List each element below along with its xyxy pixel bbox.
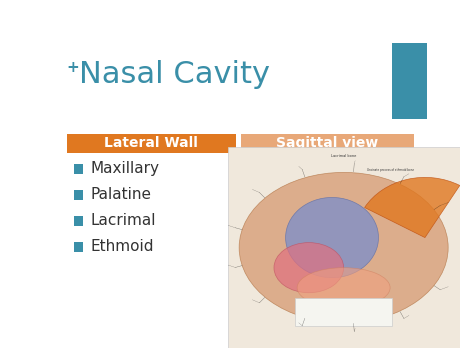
FancyBboxPatch shape <box>74 216 83 226</box>
Text: Nasal Cavity: Nasal Cavity <box>80 60 271 89</box>
Ellipse shape <box>274 242 344 293</box>
Text: +: + <box>66 60 79 75</box>
FancyBboxPatch shape <box>74 164 83 174</box>
FancyBboxPatch shape <box>66 134 236 153</box>
FancyBboxPatch shape <box>74 242 83 252</box>
FancyBboxPatch shape <box>241 134 414 153</box>
Text: Palatine: Palatine <box>91 187 152 202</box>
FancyBboxPatch shape <box>392 43 427 119</box>
Ellipse shape <box>239 173 448 323</box>
Text: Lateral Wall: Lateral Wall <box>104 136 198 150</box>
Ellipse shape <box>285 197 378 278</box>
Text: Maxillary: Maxillary <box>91 161 159 176</box>
Text: Lacrimal bone: Lacrimal bone <box>331 154 356 158</box>
FancyBboxPatch shape <box>228 147 460 348</box>
Text: Sagittal view: Sagittal view <box>276 136 379 150</box>
Ellipse shape <box>297 268 390 308</box>
Text: Uncinate process of ethmoid bone: Uncinate process of ethmoid bone <box>366 168 414 173</box>
FancyBboxPatch shape <box>74 190 83 200</box>
FancyBboxPatch shape <box>295 298 392 326</box>
Text: Lacrimal: Lacrimal <box>91 213 156 228</box>
Wedge shape <box>365 178 460 237</box>
Text: Ethmoid: Ethmoid <box>91 239 154 254</box>
